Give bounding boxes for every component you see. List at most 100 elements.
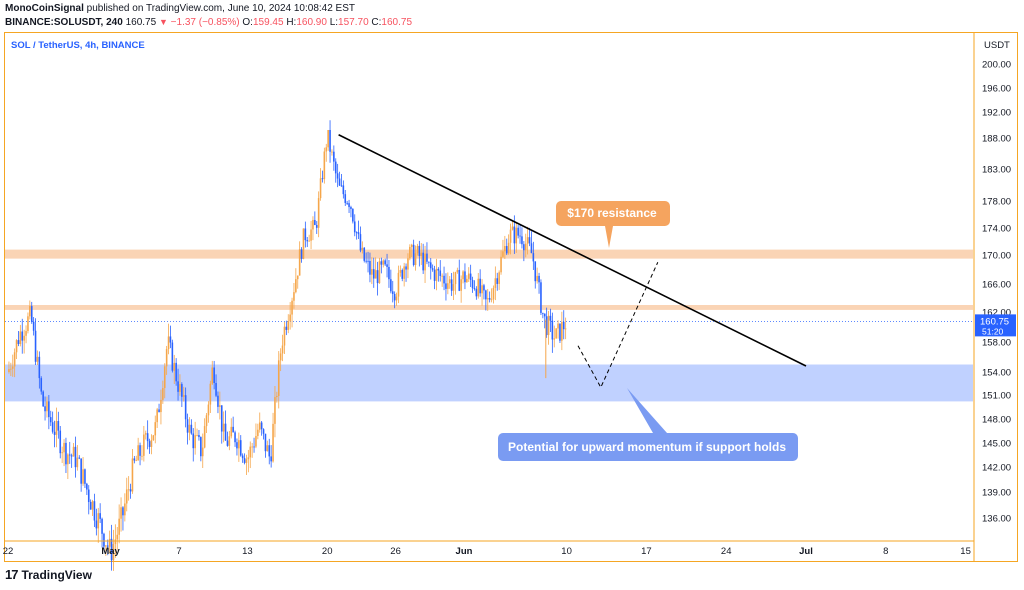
candle-body [129, 489, 132, 492]
candle-body [279, 353, 282, 361]
candle-body [114, 539, 117, 545]
candle-body [412, 244, 415, 266]
candle-body [78, 457, 81, 459]
candle-body [304, 228, 307, 241]
candle-body [369, 260, 371, 275]
candle-body [481, 285, 483, 294]
candle-body [101, 518, 103, 534]
candle-body [201, 447, 204, 457]
candle-body [270, 456, 272, 462]
candle-body [239, 440, 242, 456]
open-value: 159.45 [252, 17, 284, 28]
chart-frame [4, 32, 1018, 562]
candle-body [562, 321, 565, 330]
candle-body [289, 314, 291, 322]
time-tick-label: 10 [561, 546, 572, 557]
candle-body [131, 458, 134, 492]
price-tick-label: 183.00 [982, 165, 1011, 176]
candle-body [334, 161, 337, 174]
candle-body [154, 422, 157, 436]
zone-support [5, 364, 973, 402]
candle-body [74, 446, 77, 468]
candle-body [528, 237, 531, 244]
candle-body [553, 338, 556, 340]
candle-body [258, 422, 261, 430]
candle-body [167, 336, 170, 350]
candle-body [317, 198, 320, 228]
candle-body [49, 417, 52, 423]
candle-body [418, 245, 421, 256]
time-tick-label: 17 [641, 546, 652, 557]
countdown-label: 51:20 [982, 326, 1004, 336]
candle-body [431, 268, 434, 270]
candle-body [241, 455, 244, 459]
open-label: O: [242, 17, 253, 28]
candle-body [97, 513, 100, 529]
candle-body [84, 469, 86, 484]
candle-body [498, 272, 500, 284]
candle-body [314, 219, 316, 225]
candle-body [23, 335, 25, 341]
candle-body [192, 433, 195, 449]
candle-body [285, 326, 288, 330]
candle-body [108, 538, 111, 547]
candle-body [300, 249, 303, 259]
publish-info: MonoCoinSignal published on TradingView.… [5, 3, 355, 15]
low-label: L: [329, 17, 339, 28]
candle-body [89, 502, 92, 510]
candle-body [376, 270, 379, 284]
candle-body [291, 300, 293, 315]
candle-body [245, 459, 248, 463]
candle-body [200, 437, 202, 457]
candle-body [542, 312, 544, 314]
candle-body [236, 442, 238, 449]
candle-body [11, 366, 14, 369]
candle-body [515, 227, 518, 244]
candle-body [443, 275, 445, 284]
candle-body [99, 513, 101, 519]
candle-body [428, 261, 430, 263]
candle-body [70, 455, 73, 457]
candle-body [209, 383, 212, 405]
candle-body [414, 253, 417, 266]
candle-body [230, 426, 233, 437]
candle-body [564, 328, 567, 330]
candle-body [312, 219, 314, 230]
price-tick-label: 151.00 [982, 391, 1011, 402]
candle-body [433, 269, 436, 281]
candle-body [555, 328, 557, 339]
candle-body [219, 405, 221, 407]
time-tick-label: 7 [176, 546, 181, 557]
candle-body [405, 266, 407, 270]
candle-body [135, 460, 138, 462]
price-tick-label: 166.00 [982, 280, 1011, 291]
candle-body [382, 260, 385, 265]
tradingview-logo[interactable]: 17 TradingView [5, 567, 92, 582]
candle-body [511, 226, 514, 230]
candle-body [378, 261, 381, 284]
candle-body [53, 431, 56, 435]
candle-body [325, 147, 328, 152]
candle-body [329, 129, 331, 152]
candle-body [51, 422, 54, 432]
time-tick-label: 26 [390, 546, 401, 557]
candle-body [359, 234, 362, 251]
candle-body [213, 367, 215, 383]
candle-body [323, 151, 326, 180]
tradingview-mark-icon: 17 [5, 567, 19, 582]
candle-body [36, 356, 39, 362]
currency-label[interactable]: USDT [984, 40, 1010, 51]
author-name[interactable]: MonoCoinSignal [5, 3, 84, 14]
time-tick-label: Jun [456, 546, 473, 557]
candle-body [448, 279, 451, 284]
candle-body [257, 429, 259, 437]
candle-body [171, 342, 174, 371]
support-callout-text: Potential for upward momentum if support… [508, 440, 786, 454]
candle-body [505, 246, 508, 254]
candle-body [363, 247, 366, 261]
close-value: 160.75 [381, 17, 413, 28]
candle-body [401, 270, 404, 279]
candle-body [222, 423, 225, 432]
candle-body [485, 290, 487, 300]
